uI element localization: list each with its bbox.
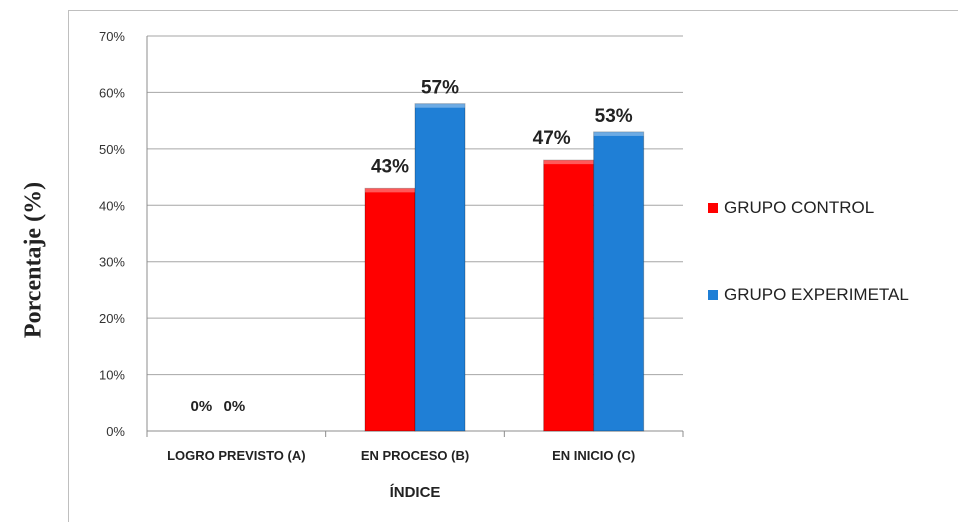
y-tick-label: 20% [99, 311, 125, 326]
chart-frame [68, 10, 958, 522]
y-tick-label: 60% [99, 85, 125, 100]
legend-swatch-control [708, 203, 718, 213]
y-tick-label: 40% [99, 198, 125, 213]
y-tick-label: 30% [99, 255, 125, 270]
legend-item-control: GRUPO CONTROL [708, 198, 874, 218]
data-label: 43% [371, 156, 409, 177]
x-axis-title: ÍNDICE [390, 484, 441, 501]
legend-label-experimental: GRUPO EXPERIMETAL [724, 285, 909, 304]
data-label: 47% [533, 128, 571, 149]
legend-item-experimental: GRUPO EXPERIMETAL [708, 285, 909, 305]
y-tick-label: 10% [99, 368, 125, 383]
bar-experimental [593, 131, 645, 432]
data-label: 57% [421, 78, 459, 99]
legend-swatch-experimental [708, 290, 718, 300]
data-label: 53% [595, 106, 633, 127]
bar-highlight [543, 160, 594, 165]
bar-control [543, 159, 595, 432]
bar-experimental [414, 103, 466, 432]
bar-control [364, 187, 416, 432]
x-tick-label: EN INICIO (C) [552, 448, 635, 463]
bar-highlight [593, 131, 644, 136]
bar-highlight [415, 103, 465, 108]
y-tick-label: 50% [99, 142, 125, 157]
data-label: 0% [190, 398, 212, 415]
x-tick-label: EN PROCESO (B) [361, 448, 469, 463]
legend-label-control: GRUPO CONTROL [724, 198, 875, 217]
y-tick-label: 70% [99, 29, 125, 44]
x-tick-label: LOGRO PREVISTO (A) [167, 448, 305, 463]
data-label: 0% [223, 398, 245, 415]
y-tick-label: 0% [106, 424, 125, 439]
bar-highlight [365, 188, 415, 193]
